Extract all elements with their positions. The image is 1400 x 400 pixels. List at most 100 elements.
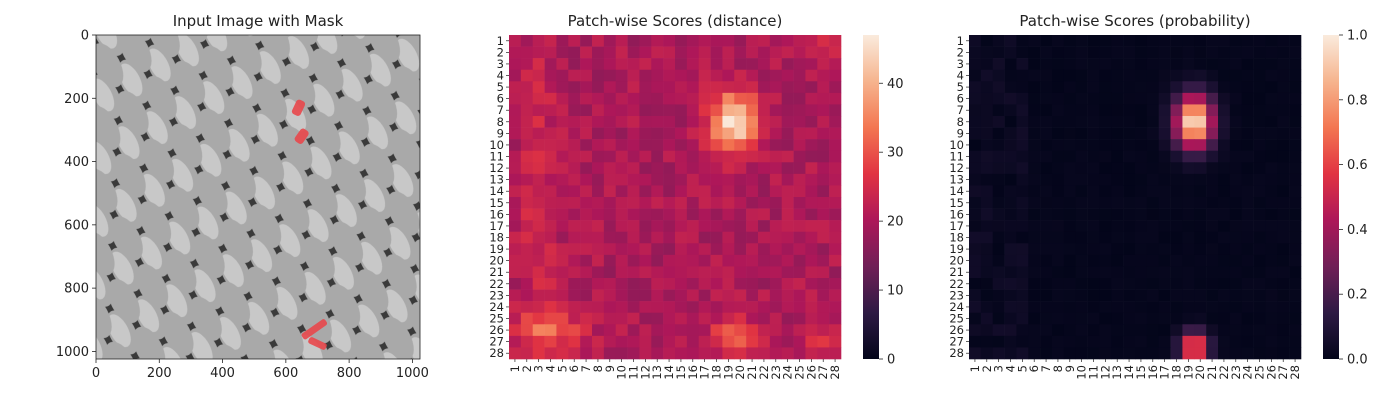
heatmap-cell <box>1158 127 1171 140</box>
heatmap-cell <box>627 35 640 47</box>
heatmap-cell <box>805 139 818 152</box>
heatmap-cell <box>1158 58 1171 71</box>
heatmap-cell <box>1253 278 1266 290</box>
heatmap-cell <box>817 127 830 140</box>
heatmap-cell <box>1052 347 1065 360</box>
heatmap-cell <box>651 139 664 152</box>
row-label: 24 <box>489 300 504 314</box>
heatmap-cell <box>1028 162 1041 175</box>
heatmap-cell <box>663 266 676 279</box>
heatmap-cell <box>663 46 676 59</box>
heatmap-cell <box>509 312 522 325</box>
heatmap-cell <box>1040 150 1053 163</box>
heatmap-cell <box>1206 301 1219 314</box>
heatmap-cell <box>1206 254 1219 267</box>
heatmap-cell <box>1123 69 1136 82</box>
heatmap-cell <box>1123 58 1136 71</box>
heatmap-cell <box>1194 150 1207 163</box>
heatmap-cell <box>817 185 830 198</box>
heatmap-cell <box>675 69 688 82</box>
heatmap-cell <box>1099 116 1112 128</box>
heatmap-cell <box>1028 58 1041 71</box>
heatmap-cell <box>675 231 688 244</box>
col-label: 2 <box>980 365 994 372</box>
heatmap-cell <box>509 243 522 256</box>
heatmap-cell <box>520 266 534 279</box>
heatmap-cell <box>980 116 994 128</box>
heatmap-cell <box>686 185 700 198</box>
heatmap-cell <box>639 324 652 337</box>
heatmap-cell <box>1099 185 1112 198</box>
heatmap-cell <box>651 289 664 302</box>
heatmap-cell <box>509 46 522 59</box>
heatmap-cell <box>698 81 711 94</box>
heatmap-cell <box>1277 220 1290 233</box>
heatmap-cell <box>734 197 747 209</box>
mesh-texture <box>96 35 420 359</box>
heatmap-cell <box>686 139 700 152</box>
heatmap-cell <box>1194 81 1207 94</box>
heatmap-cell <box>568 185 581 198</box>
heatmap-cell <box>544 58 557 71</box>
heatmap-cell <box>1099 46 1112 59</box>
heatmap-cell <box>627 324 640 337</box>
heatmap-cell <box>509 58 522 71</box>
heatmap-cell <box>992 81 1005 94</box>
heatmap-cell <box>639 208 652 221</box>
colorbar-tick-label: 0 <box>887 353 895 368</box>
heatmap-cell <box>651 312 664 325</box>
heatmap-cell <box>769 301 783 314</box>
heatmap-cell <box>1111 220 1124 233</box>
row-label: 11 <box>489 150 504 164</box>
heatmap-cell <box>592 150 605 163</box>
heatmap-cell <box>1265 35 1278 47</box>
heatmap-cell <box>746 139 759 152</box>
heatmap-cell <box>1123 231 1136 244</box>
row-label: 20 <box>489 254 504 268</box>
row-label: 3 <box>957 57 964 71</box>
heatmap-cell <box>1182 278 1195 290</box>
heatmap-cell <box>1135 231 1148 244</box>
heatmap-cell <box>1052 278 1065 290</box>
heatmap-cell <box>1206 208 1219 221</box>
heatmap-cell <box>615 243 628 256</box>
heatmap-cell <box>1241 231 1254 244</box>
heatmap-cell <box>1123 335 1136 348</box>
heatmap-cell <box>1158 208 1171 221</box>
heatmap-cell <box>829 312 842 325</box>
col-label: 14 <box>662 365 676 380</box>
heatmap-cell <box>615 208 628 221</box>
col-label: 18 <box>1170 365 1184 380</box>
heatmap-cell <box>639 46 652 59</box>
heatmap-cell <box>805 162 818 175</box>
heatmap-cell <box>1087 69 1100 82</box>
heatmap-cell <box>1182 162 1195 175</box>
heatmap-cell <box>805 35 818 47</box>
heatmap-cell <box>580 312 593 325</box>
heatmap-cell <box>1146 312 1160 325</box>
heatmap-cell <box>1229 46 1243 59</box>
heatmap-cell <box>651 243 664 256</box>
heatmap-cell <box>651 266 664 279</box>
heatmap-cell <box>1182 254 1195 267</box>
heatmap-cell <box>1099 92 1112 105</box>
heatmap-cell <box>675 335 688 348</box>
heatmap-cell <box>1099 324 1112 337</box>
heatmap-cell <box>1123 208 1136 221</box>
heatmap-cell <box>769 312 783 325</box>
heatmap-cell <box>793 301 806 314</box>
heatmap-cell <box>1218 243 1231 256</box>
heatmap-cell <box>1052 208 1065 221</box>
heatmap-cell <box>1016 335 1029 348</box>
heatmap-cell <box>1170 127 1183 140</box>
heatmap-cell <box>532 173 545 186</box>
heatmap-cell <box>592 162 605 175</box>
heatmap-cell <box>580 335 593 348</box>
heatmap-cell <box>722 301 735 314</box>
col-label: 10 <box>615 365 629 380</box>
heatmap-cell <box>1289 312 1302 325</box>
heatmap-cell <box>1040 58 1053 71</box>
heatmap-cell <box>1182 312 1195 325</box>
heatmap-cell <box>769 35 783 47</box>
heatmap-cell <box>805 220 818 233</box>
